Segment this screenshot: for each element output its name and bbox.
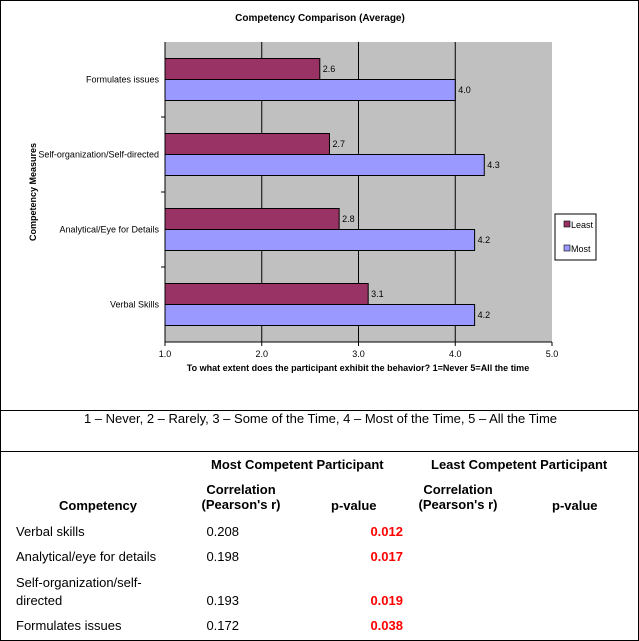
legend-swatch-most — [563, 244, 571, 252]
bar-most — [164, 304, 476, 326]
header-text: (Pearson's r) — [201, 497, 281, 512]
legend-label: Most — [571, 244, 591, 254]
competency-cell: directed — [16, 593, 63, 608]
p-cell: 0.019 — [370, 593, 403, 608]
group-header-most: Most Competent Participant — [211, 457, 384, 472]
data-label: 4.0 — [458, 85, 471, 95]
category-label: Formulates issues — [86, 75, 160, 85]
x-tick-label: 5.0 — [546, 349, 559, 359]
header-text: Correlation — [206, 482, 276, 497]
x-tick-label: 3.0 — [352, 349, 365, 359]
r-cell: 0.193 — [206, 593, 239, 608]
bar-most — [164, 79, 456, 101]
x-tick-label: 4.0 — [449, 349, 462, 359]
header-corr-most: Correlation (Pearson's r) — [201, 482, 281, 512]
category-label: Self-organization/Self-directed — [38, 150, 159, 160]
header-competency: Competency — [59, 498, 138, 513]
x-tick-label: 2.0 — [255, 349, 268, 359]
bar-most — [164, 154, 485, 176]
r-cell: 0.208 — [206, 524, 239, 539]
data-label: 3.1 — [371, 289, 384, 299]
scale-legend-text: 1 – Never, 2 – Rarely, 3 – Some of the T… — [83, 411, 558, 426]
bar-least — [164, 58, 321, 80]
p-cell: 0.038 — [370, 618, 403, 633]
legend-label: Least — [571, 220, 594, 230]
header-corr-least: Correlation (Pearson's r) — [418, 482, 498, 512]
data-label: 2.7 — [332, 139, 345, 149]
category-label: Verbal Skills — [110, 300, 160, 310]
legend — [554, 213, 597, 261]
header-text: (Pearson's r) — [418, 497, 498, 512]
p-cell: 0.012 — [370, 524, 403, 539]
competency-cell: Analytical/eye for details — [16, 549, 157, 564]
data-label: 4.3 — [487, 160, 500, 170]
data-label: 4.2 — [478, 310, 491, 320]
bar-most — [164, 229, 476, 251]
r-cell: 0.172 — [206, 618, 239, 633]
y-axis-label: Competency Measures — [28, 143, 38, 241]
data-label: 2.8 — [342, 214, 355, 224]
data-label: 2.6 — [323, 64, 336, 74]
competency-cell: Formulates issues — [16, 618, 122, 633]
x-tick-label: 1.0 — [159, 349, 172, 359]
divider — [1, 410, 638, 411]
divider — [1, 451, 638, 452]
competency-cell: Verbal skills — [16, 524, 85, 539]
chart-title: Competency Comparison (Average) — [235, 13, 405, 24]
legend-swatch-least — [563, 220, 571, 228]
bar-least — [164, 133, 330, 155]
group-header-least: Least Competent Participant — [431, 457, 608, 472]
bar-least — [164, 283, 369, 305]
category-label: Analytical/Eye for Details — [59, 225, 159, 235]
header-p-most: p-value — [331, 498, 377, 513]
bar-chart: Competency Comparison (Average) 1.0 2.0 3.0… — [28, 13, 597, 373]
data-label: 4.2 — [478, 235, 491, 245]
competency-cell: Self-organization/self- — [16, 575, 142, 590]
p-cell: 0.017 — [370, 549, 403, 564]
bar-least — [164, 208, 340, 230]
x-axis-label: To what extent does the participant exhi… — [187, 363, 529, 373]
header-p-least: p-value — [552, 498, 598, 513]
r-cell: 0.198 — [206, 549, 239, 564]
header-text: Correlation — [423, 482, 493, 497]
